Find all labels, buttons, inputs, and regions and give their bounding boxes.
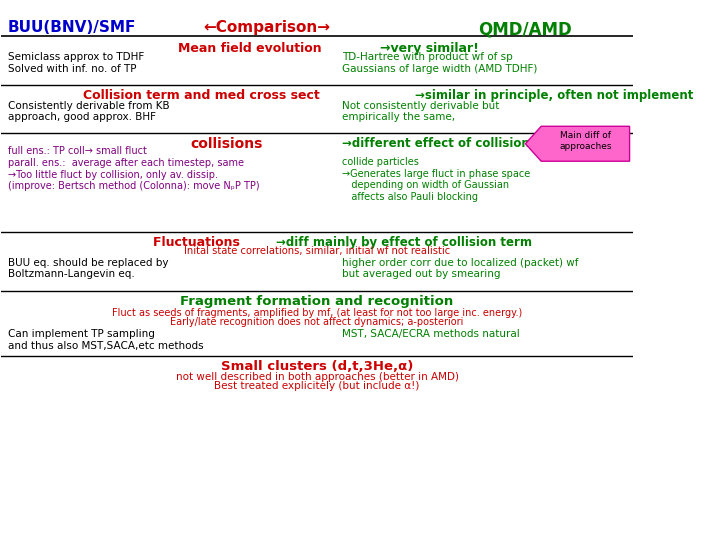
Text: Inital state correlations, similar, initial wf not realistic: Inital state correlations, similar, init… — [184, 246, 450, 256]
Text: Fragment formation and recognition: Fragment formation and recognition — [181, 295, 454, 308]
Text: Consistently derivable from KB
approach, good approx. BHF: Consistently derivable from KB approach,… — [8, 101, 169, 123]
Text: Can implement TP sampling
and thus also MST,SACA,etc methods: Can implement TP sampling and thus also … — [8, 329, 203, 350]
Text: →similar in principle, often not implement: →similar in principle, often not impleme… — [415, 89, 693, 102]
Text: →different effect of collisions: →different effect of collisions — [342, 137, 537, 150]
Text: Early/late recognition does not affect dynamics; a-posteriori: Early/late recognition does not affect d… — [171, 317, 464, 327]
Text: Semiclass approx to TDHF
Solved with inf. no. of TP: Semiclass approx to TDHF Solved with inf… — [8, 52, 144, 74]
Text: not well described in both approaches (better in AMD): not well described in both approaches (b… — [176, 372, 459, 382]
Text: BUU eq. should be replaced by
Boltzmann-Langevin eq.: BUU eq. should be replaced by Boltzmann-… — [8, 258, 168, 279]
Text: Small clusters (d,t,3He,α): Small clusters (d,t,3He,α) — [221, 360, 413, 373]
Text: collide particles
→Generates large fluct in phase space
   depending on width of: collide particles →Generates large fluct… — [342, 157, 531, 202]
Text: higher order corr due to localized (packet) wf
but averaged out by smearing: higher order corr due to localized (pack… — [342, 258, 579, 279]
Text: Fluct as seeds of fragments, amplified by mf, (at least for not too large inc. e: Fluct as seeds of fragments, amplified b… — [112, 308, 522, 318]
Text: Collision term and med cross sect: Collision term and med cross sect — [84, 89, 320, 102]
Text: Best treated explicitely (but include α!): Best treated explicitely (but include α!… — [215, 381, 420, 391]
Text: Not consistently derivable but
empirically the same,: Not consistently derivable but empirical… — [342, 101, 500, 123]
Text: Fluctuations: Fluctuations — [153, 236, 248, 249]
Text: Main diff of
approaches: Main diff of approaches — [559, 131, 612, 151]
Polygon shape — [526, 126, 629, 161]
Text: →very similar!: →very similar! — [380, 42, 479, 55]
Text: MST, SACA/ECRA methods natural: MST, SACA/ECRA methods natural — [342, 329, 520, 339]
Text: ←Comparison→: ←Comparison→ — [203, 20, 330, 35]
Text: →diff mainly by effect of collision term: →diff mainly by effect of collision term — [276, 236, 532, 249]
Text: full ens.: TP coll→ small fluct
parall. ens.:  average after each timestep, same: full ens.: TP coll→ small fluct parall. … — [8, 146, 259, 191]
Text: BUU(BNV)/SMF: BUU(BNV)/SMF — [8, 20, 136, 35]
Text: collisions: collisions — [191, 137, 264, 151]
Text: QMD/AMD: QMD/AMD — [479, 20, 572, 38]
Text: TD-Hartree with product wf of sp
Gaussians of large width (AMD TDHF): TD-Hartree with product wf of sp Gaussia… — [342, 52, 538, 74]
Text: Mean field evolution: Mean field evolution — [178, 42, 326, 55]
